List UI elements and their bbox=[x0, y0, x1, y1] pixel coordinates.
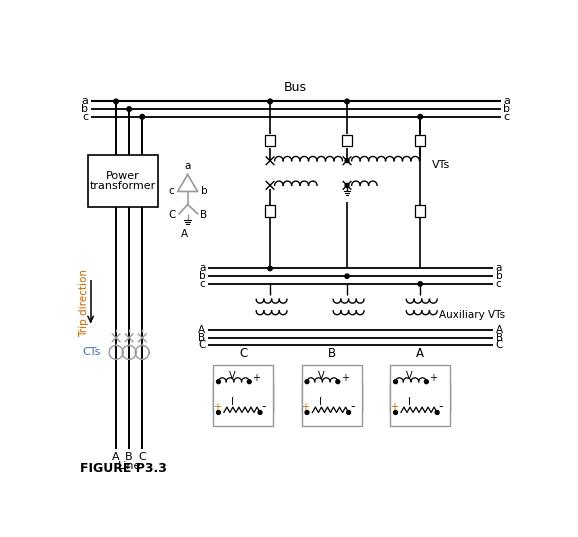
Text: C: C bbox=[198, 340, 205, 351]
Circle shape bbox=[268, 99, 272, 104]
Circle shape bbox=[344, 99, 349, 104]
Text: c: c bbox=[496, 279, 501, 289]
Text: FIGURE P3.3: FIGURE P3.3 bbox=[80, 462, 166, 475]
Text: I: I bbox=[320, 397, 323, 408]
Bar bbox=[390, 365, 450, 426]
Text: +: + bbox=[341, 373, 349, 383]
Bar bbox=[302, 365, 362, 426]
Text: b: b bbox=[201, 186, 208, 197]
Text: -: - bbox=[439, 400, 443, 413]
Text: Power: Power bbox=[106, 171, 140, 181]
Circle shape bbox=[114, 99, 118, 104]
Circle shape bbox=[424, 380, 428, 383]
Circle shape bbox=[345, 274, 349, 278]
Text: Bus: Bus bbox=[284, 81, 307, 93]
Text: +: + bbox=[253, 373, 260, 383]
Text: A: A bbox=[198, 325, 205, 335]
Circle shape bbox=[345, 184, 349, 187]
Text: c: c bbox=[503, 112, 509, 122]
Circle shape bbox=[305, 380, 309, 383]
Text: B: B bbox=[496, 333, 503, 343]
Text: B: B bbox=[328, 347, 336, 360]
Text: B: B bbox=[200, 211, 207, 220]
Text: I: I bbox=[408, 397, 411, 408]
Text: +: + bbox=[390, 402, 398, 412]
Bar bbox=[415, 135, 425, 147]
Circle shape bbox=[305, 411, 309, 415]
Text: C: C bbox=[239, 347, 247, 360]
Text: Trip direction: Trip direction bbox=[80, 269, 90, 337]
Text: A: A bbox=[181, 229, 188, 239]
Text: B: B bbox=[198, 333, 205, 343]
Text: B: B bbox=[125, 452, 133, 462]
Text: c: c bbox=[169, 186, 175, 197]
Bar bbox=[213, 365, 273, 426]
Text: b: b bbox=[503, 104, 510, 114]
Text: c: c bbox=[199, 279, 205, 289]
Circle shape bbox=[217, 411, 220, 415]
Text: +: + bbox=[429, 373, 438, 383]
Circle shape bbox=[394, 411, 398, 415]
Text: a: a bbox=[184, 162, 191, 171]
Text: +: + bbox=[213, 402, 221, 412]
Text: -: - bbox=[262, 400, 266, 413]
Text: -: - bbox=[350, 400, 355, 413]
Bar bbox=[342, 135, 352, 147]
Bar bbox=[415, 205, 425, 216]
Text: CTs: CTs bbox=[82, 347, 101, 357]
Text: C: C bbox=[169, 211, 176, 220]
Text: a: a bbox=[503, 97, 510, 106]
Circle shape bbox=[258, 411, 262, 415]
Text: c: c bbox=[82, 112, 88, 122]
Circle shape bbox=[345, 159, 349, 163]
Text: V: V bbox=[317, 371, 324, 381]
Text: b: b bbox=[496, 271, 502, 281]
Circle shape bbox=[336, 380, 340, 383]
Circle shape bbox=[347, 411, 350, 415]
Text: Auxiliary VTs: Auxiliary VTs bbox=[439, 310, 506, 320]
Circle shape bbox=[418, 114, 423, 119]
Text: A: A bbox=[496, 325, 503, 335]
Text: a: a bbox=[81, 97, 88, 106]
Circle shape bbox=[140, 114, 144, 119]
Circle shape bbox=[247, 380, 251, 383]
Text: a: a bbox=[199, 264, 205, 273]
Circle shape bbox=[394, 380, 398, 383]
Text: A: A bbox=[112, 452, 120, 462]
Text: Line: Line bbox=[117, 461, 141, 471]
Text: a: a bbox=[496, 264, 502, 273]
Circle shape bbox=[217, 380, 220, 383]
Text: A: A bbox=[416, 347, 424, 360]
Bar bbox=[265, 205, 275, 216]
Text: V: V bbox=[406, 371, 413, 381]
Text: transformer: transformer bbox=[90, 182, 156, 192]
Circle shape bbox=[268, 266, 272, 271]
Text: b: b bbox=[199, 271, 205, 281]
Text: C: C bbox=[138, 452, 146, 462]
Circle shape bbox=[435, 411, 439, 415]
Bar bbox=[265, 135, 275, 147]
Text: +: + bbox=[302, 402, 309, 412]
Circle shape bbox=[127, 107, 131, 111]
Bar bbox=[87, 155, 158, 207]
Text: b: b bbox=[81, 104, 88, 114]
Text: I: I bbox=[231, 397, 234, 408]
Text: VTs: VTs bbox=[432, 159, 450, 170]
Text: C: C bbox=[496, 340, 503, 351]
Circle shape bbox=[418, 282, 423, 286]
Text: V: V bbox=[229, 371, 236, 381]
